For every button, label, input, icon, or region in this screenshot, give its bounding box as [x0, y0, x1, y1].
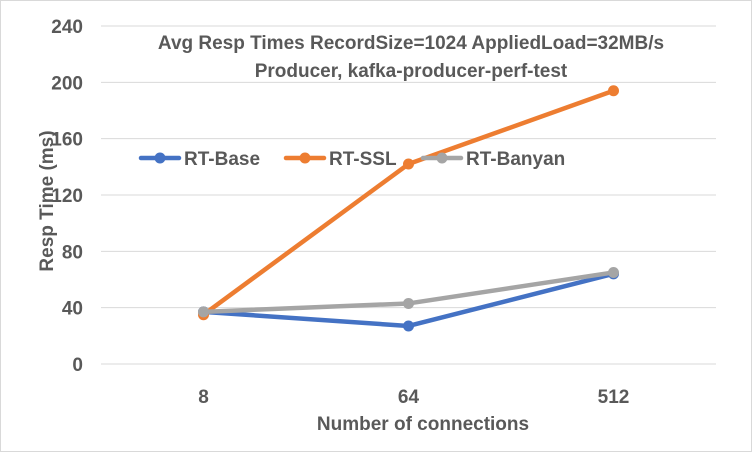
chart-title: Avg Resp Times RecordSize=1024 AppliedLo… [158, 33, 664, 54]
y-axis-title: Resp Time (ms) [37, 130, 58, 271]
x-tick-labels: 8 64 512 [198, 387, 629, 408]
series-rt-banyan [198, 266, 619, 318]
x-tick-label: 64 [398, 387, 420, 408]
y-tick-labels: 0 40 80 120 160 200 240 [51, 17, 83, 376]
legend-item: RT-Banyan [420, 149, 565, 170]
legend-label: RT-Banyan [466, 149, 565, 170]
x-tick-label: 8 [198, 387, 209, 408]
legend-label: RT-Base [184, 149, 260, 170]
x-axis-title: Number of connections [317, 414, 529, 435]
y-tick-label: 160 [51, 130, 83, 151]
legend-swatch-marker [154, 152, 166, 164]
series-lines [198, 85, 619, 332]
legend: RT-Base RT-SSL RT-Banyan [138, 149, 565, 170]
series-rt-ssl [198, 85, 619, 321]
y-tick-label: 0 [72, 355, 83, 376]
data-point [403, 158, 414, 170]
chart-subtitle: Producer, kafka-producer-perf-test [255, 61, 568, 82]
legend-label: RT-SSL [329, 149, 397, 170]
data-point [403, 320, 414, 332]
y-tick-label: 40 [62, 299, 83, 320]
y-tick-label: 240 [51, 17, 83, 38]
data-point [198, 306, 209, 318]
legend-swatch-marker [299, 152, 311, 164]
y-tick-label: 80 [62, 242, 83, 263]
data-point [608, 85, 619, 97]
legend-item: RT-SSL [283, 149, 397, 170]
data-point [608, 266, 619, 278]
x-tick-label: 512 [598, 387, 630, 408]
y-tick-label: 200 [51, 73, 83, 94]
data-point [403, 297, 414, 309]
y-tick-label: 120 [51, 186, 83, 207]
legend-item: RT-Base [138, 149, 260, 170]
legend-swatch-marker [436, 152, 448, 164]
